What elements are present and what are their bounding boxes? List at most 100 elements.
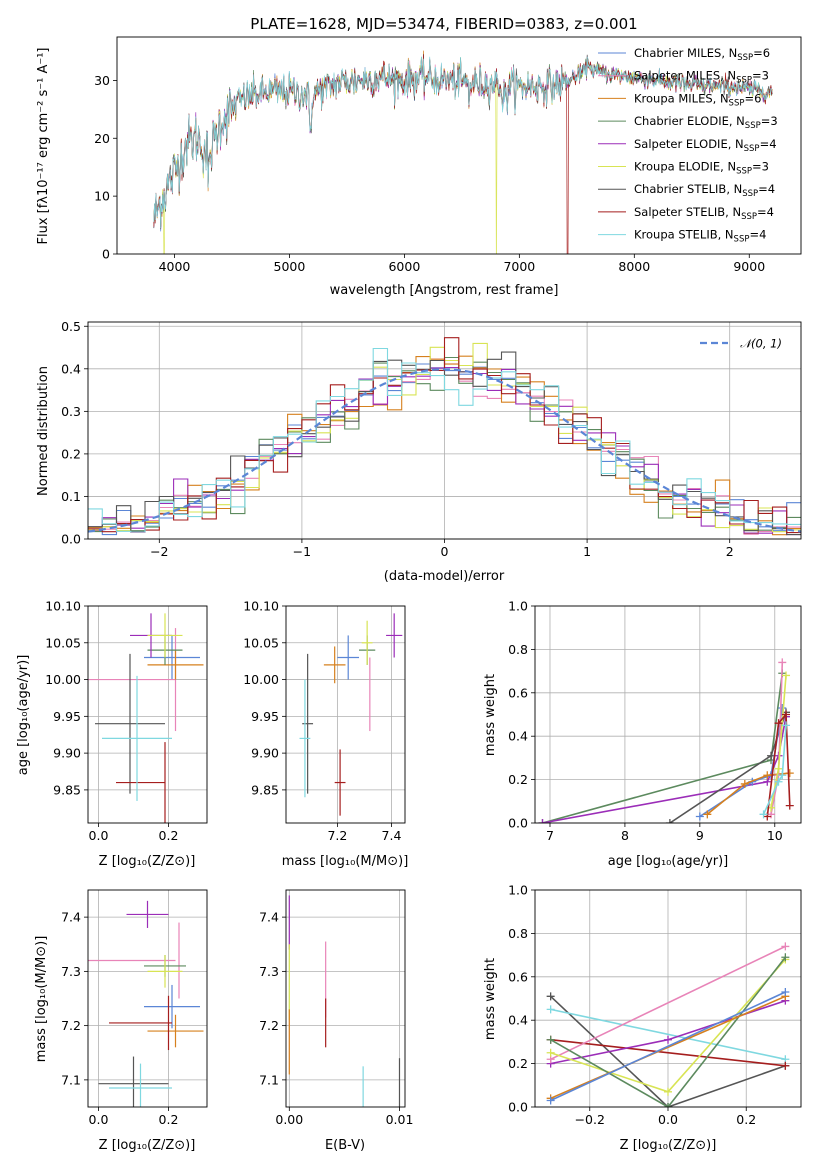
y-tick-label: 0.8 [508,926,528,941]
legend-label: Kroupa STELIB, NSSP=4 [634,228,766,245]
errorbar-point [98,1056,169,1107]
weight-marker [782,671,791,680]
y-tick-label: 0 [102,247,110,262]
y-tick-label: 30 [94,73,110,88]
errorbar-point [147,613,183,658]
weight-marker [546,1005,555,1014]
y-tick-label: 7.3 [61,964,81,979]
legend-subscript: SSP [744,144,760,154]
y-tick-label: 0.4 [508,729,528,744]
legend-label: Chabrier ELODIE, NSSP=3 [634,114,778,131]
x-tick-label: 0 [441,544,449,559]
errorbar-point [361,620,373,665]
y-tick-label: 7.1 [61,1072,81,1087]
legend-subscript: SSP [736,167,752,177]
weight-marker [664,1103,672,1107]
weight-marker [774,777,783,786]
y-tick-label: 0.8 [508,642,528,657]
y-tick-label: 0.2 [508,772,528,787]
weight-marker [664,1087,672,1096]
x-tick-label: 9000 [733,259,765,274]
histogram-step [88,347,801,533]
y-tick-label: 10.00 [243,672,279,687]
x-tick-label: 0.0 [89,1112,109,1127]
extinction-mass-panel: 0.00 0.01 7.1 7.2 7.3 7.4 E(B-V) [259,889,413,1153]
y-tick-label: 0.4 [508,1013,528,1028]
y-tick-label: 0.0 [508,816,528,831]
weight-marker [703,810,712,819]
weight-marker [774,764,783,773]
x-tick-label: 0.2 [159,828,179,843]
weight-marker [778,771,787,780]
metallicity-weight-panel: −0.2 0.0 0.2 0.0 0.2 0.4 0.6 0.8 1.0 Z [log₁₀(Z/… [483,883,802,1153]
metallicity-age-ylabel: age [log₁₀(age/yr)] [16,655,31,776]
legend-label: Chabrier STELIB, NSSP=4 [634,182,775,199]
errorbar-point [337,635,360,680]
legend-label: Chabrier MILES, NSSP=6 [634,46,770,63]
x-tick-label: 0.0 [89,828,109,843]
x-tick-label: 8 [621,828,629,843]
weight-marker [759,810,768,819]
y-tick-label: 10.10 [243,599,279,614]
x-tick-label: 7000 [503,259,535,274]
histogram-xlabel: (data-model)/error [384,569,505,584]
y-tick-label: 10.10 [45,599,81,614]
y-tick-label: 10.00 [45,672,81,687]
y-tick-label: 0.4 [61,361,81,376]
y-tick-label: 0.0 [61,532,81,547]
axes-frame [534,889,802,1108]
weight-line [550,1008,786,1061]
weight-marker [782,721,791,730]
weight-marker [546,1035,555,1044]
y-tick-label: 7.3 [259,964,279,979]
weight-line [550,995,786,1107]
y-tick-label: 0.0 [508,1100,528,1115]
metallicity-mass-panel: 0.0 0.2 7.1 7.2 7.3 7.4 Z [log₁₀(Z/Z⊙)] mass … [34,889,208,1153]
mass-age-xlabel: mass [log₁₀(M/M⊙)] [282,854,409,869]
spectrum-line [153,56,773,229]
x-tick-label: −2 [150,544,168,559]
weight-marker [695,812,704,821]
axes-frame [116,36,802,255]
axes-frame [534,605,802,824]
x-tick-label: −0.2 [575,1112,605,1127]
y-tick-label: 9.95 [251,709,279,724]
age-weight-panel: 7 8 9 10 0.0 0.2 0.4 0.6 0.8 1.0 age [log₁₀(age/y… [483,599,802,869]
y-tick-label: 0.1 [61,489,81,504]
x-tick-label: 8000 [618,259,650,274]
y-tick-label: 10.05 [243,635,279,650]
age-weight-ylabel: mass weight [483,674,498,756]
errorbar-point [302,653,314,794]
residual-histogram-panel: −2 −1 0 1 2 0.0 0.1 0.2 0.3 0.4 0.5 𝒩(0, 1) (data-m… [36,319,802,584]
axes-frame [285,605,406,824]
weight-marker [781,987,790,996]
weight-marker [785,769,794,778]
x-tick-label: 2 [726,544,734,559]
weight-lines [538,658,794,823]
metallicity-weight-xlabel: Z [log₁₀(Z/Z⊙)] [620,1138,717,1153]
x-tick-label: 7.2 [327,828,347,843]
y-tick-label: 10.05 [45,635,81,650]
errorbar-point [147,650,204,680]
errorbar-point [95,653,165,794]
normal-reference-curve [88,368,801,533]
errorbar-point [323,646,346,684]
errorbar-point [147,1014,204,1048]
weight-marker [538,819,547,823]
histogram-ylabel: Normed distribution [36,366,51,496]
errorbar-point [109,1063,172,1107]
spectrum-ylabel: Flux [fλ10⁻¹⁷ erg cm⁻² s⁻¹ A⁻¹] [36,48,51,245]
legend-count: =4 [760,137,777,151]
legend-subscript: SSP [729,98,745,108]
weight-line [550,945,786,1061]
legend-count: =6 [744,91,761,105]
y-tick-label: 9.85 [251,782,279,797]
y-tick-label: 9.95 [53,709,81,724]
y-tick-label: 7.4 [259,910,279,925]
x-tick-label: 0.0 [658,1112,678,1127]
errorbar-point [386,613,403,658]
y-tick-label: 9.90 [251,746,279,761]
legend-label: Kroupa ELODIE, NSSP=3 [634,160,769,177]
legend-count: =3 [752,160,769,174]
x-tick-label: 0.2 [159,1112,179,1127]
